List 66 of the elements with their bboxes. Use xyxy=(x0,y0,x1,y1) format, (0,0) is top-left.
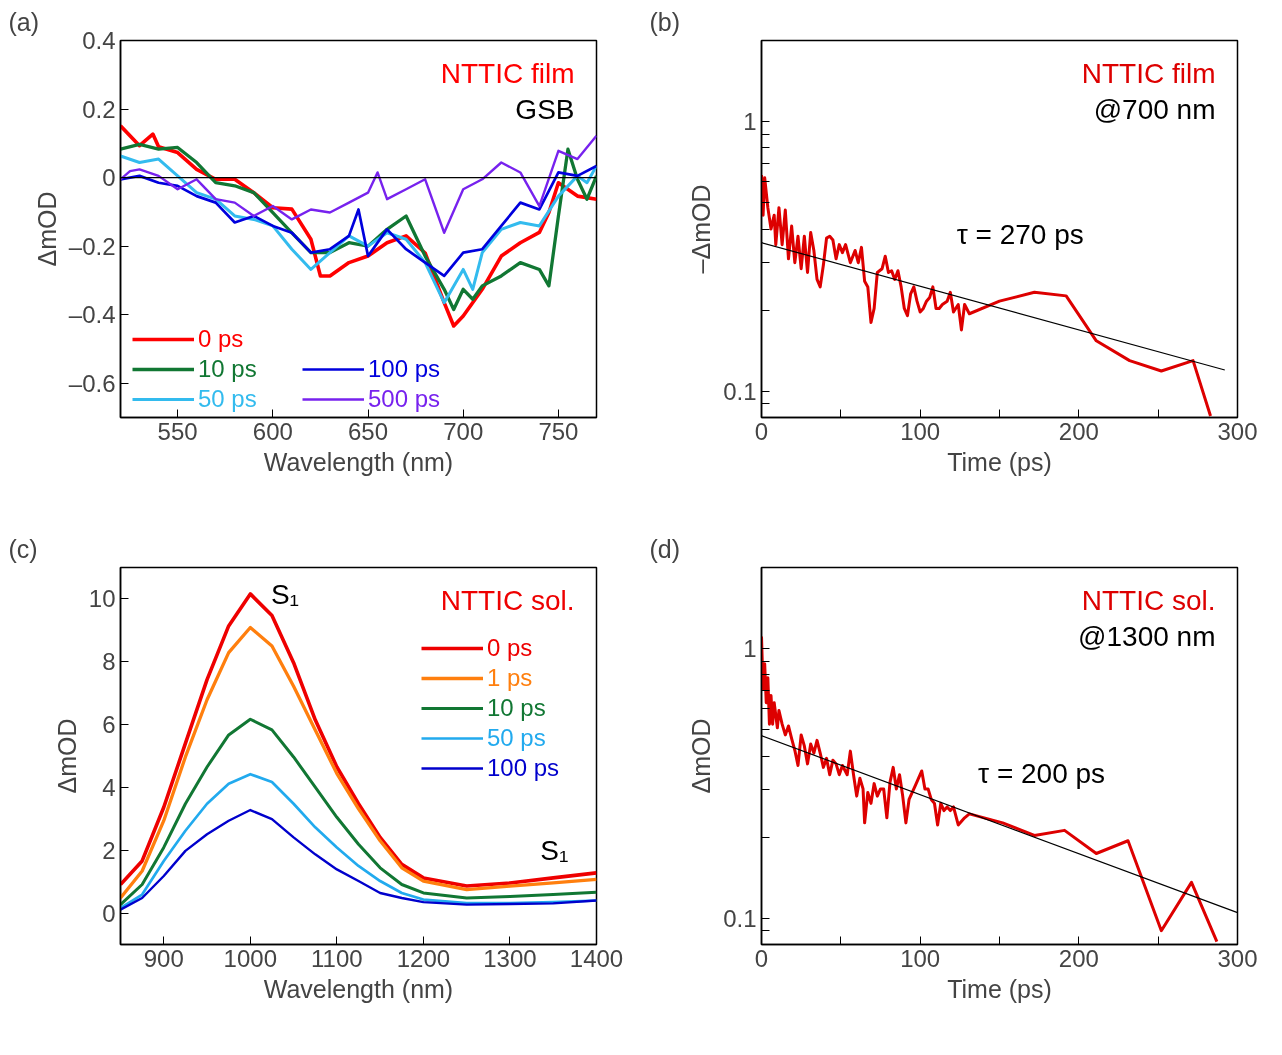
y-tick-label: –0.2 xyxy=(68,232,116,260)
y-tick-label: 0 xyxy=(102,164,116,192)
y-tick-label: –0.6 xyxy=(68,369,116,397)
legend-label: 1 ps xyxy=(487,664,533,692)
legend-label: 50 ps xyxy=(487,724,546,752)
y-tick-label: 0.1 xyxy=(723,904,757,932)
annotation: NTTIC sol. xyxy=(1081,584,1216,616)
x-tick-label: 700 xyxy=(443,417,484,445)
y-tick-label: 0.2 xyxy=(82,95,116,123)
x-tick-label: 1200 xyxy=(396,944,451,972)
y-tick-label: 0.4 xyxy=(82,27,116,54)
y-tick-label: –0.4 xyxy=(68,301,116,329)
x-tick-label: 750 xyxy=(538,417,579,445)
annotation: τ = 270 ps xyxy=(956,218,1084,250)
legend-label: 10 ps xyxy=(487,694,546,722)
x-tick-label: 100 xyxy=(900,944,941,972)
text: (c) xyxy=(8,534,38,563)
y-tick-label: 10 xyxy=(88,585,116,613)
y-tick-label: 4 xyxy=(102,773,116,801)
y-tick-label: 6 xyxy=(102,711,116,739)
y-axis-title: ΔmOD xyxy=(52,718,81,794)
x-tick-label: 600 xyxy=(252,417,293,445)
x-tick-label: 200 xyxy=(1058,944,1099,972)
y-axis-title: –ΔmOD xyxy=(687,184,716,274)
x-tick-label: 1300 xyxy=(483,944,537,972)
y-tick-label: 1 xyxy=(743,635,757,663)
annotation: NTTIC sol. xyxy=(440,584,575,616)
text: (d) xyxy=(649,534,681,563)
x-axis-title: Wavelength (nm) xyxy=(263,974,454,1003)
x-tick-label: 200 xyxy=(1058,417,1099,445)
x-tick-label: 1100 xyxy=(311,944,363,972)
x-axis-title: Time (ps) xyxy=(947,974,1052,1003)
legend-label: 0 ps xyxy=(487,634,533,662)
legend-label: 0 ps xyxy=(198,325,244,353)
y-axis-title: ΔmOD xyxy=(32,191,61,267)
annotation: NTTIC film xyxy=(1081,57,1216,89)
text: (b) xyxy=(649,7,681,36)
x-tick-label: 1000 xyxy=(223,944,278,972)
x-axis-title: Wavelength (nm) xyxy=(263,447,454,476)
annotation: GSB xyxy=(515,93,575,125)
annotation: NTTIC film xyxy=(440,57,575,89)
y-tick-label: 0.1 xyxy=(723,377,757,405)
x-tick-label: 1400 xyxy=(569,944,624,972)
y-tick-label: 2 xyxy=(102,836,116,864)
x-tick-label: 650 xyxy=(348,417,389,445)
x-axis-title: Time (ps) xyxy=(947,447,1052,476)
x-tick-label: 300 xyxy=(1217,944,1258,972)
legend-label: 500 ps xyxy=(368,385,441,413)
x-tick-label: 100 xyxy=(900,417,941,445)
annotation: @1300 nm xyxy=(1078,620,1216,652)
y-tick-label: 1 xyxy=(743,108,757,136)
y-axis-title: ΔmOD xyxy=(687,718,716,794)
annotation: S₁ xyxy=(270,579,300,611)
x-tick-label: 900 xyxy=(143,944,184,972)
annotation: S₁ xyxy=(540,835,569,867)
y-tick-label: 8 xyxy=(102,648,116,676)
annotation: τ = 200 ps xyxy=(978,757,1106,789)
x-tick-label: 300 xyxy=(1217,417,1258,445)
legend-label: 100 ps xyxy=(368,355,441,383)
legend-label: 50 ps xyxy=(198,385,257,413)
annotation: @700 nm xyxy=(1093,93,1216,125)
x-tick-label: 550 xyxy=(157,417,198,445)
legend-label: 100 ps xyxy=(487,754,560,782)
y-tick-label: 0 xyxy=(102,899,116,927)
legend-label: 10 ps xyxy=(198,355,257,383)
text: (a) xyxy=(8,7,40,36)
